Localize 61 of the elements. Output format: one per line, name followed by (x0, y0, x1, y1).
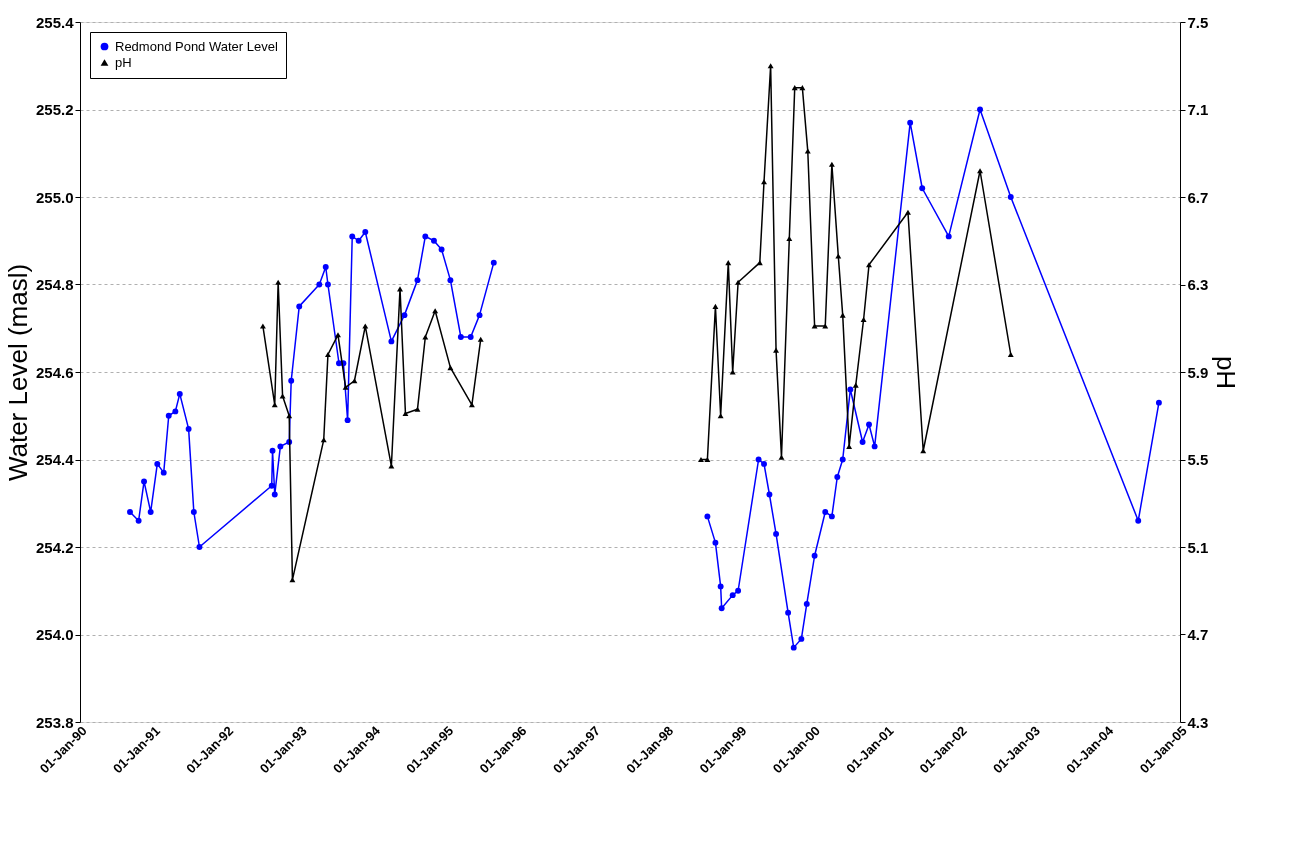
point (477, 336, 484, 342)
point (828, 161, 835, 167)
point (712, 303, 719, 309)
point (704, 456, 711, 463)
point (725, 260, 732, 266)
y2-tick-label: 7.1 (1187, 101, 1209, 118)
y2-tick-label: 4.3 (1187, 713, 1209, 731)
y-tick-label: 253.8 (35, 713, 74, 731)
point (422, 334, 429, 340)
point (920, 448, 927, 454)
y-tick-label: 254.8 (35, 276, 74, 293)
legend-label: pH (115, 54, 132, 70)
point (839, 312, 846, 318)
point (275, 279, 282, 285)
legend-label: Redmond Pond Water Level (115, 38, 278, 54)
point (447, 365, 454, 371)
point (773, 347, 780, 353)
point (811, 323, 818, 329)
y-tick-label: 254.6 (35, 363, 74, 381)
point (388, 463, 395, 469)
point (414, 406, 421, 412)
point (804, 148, 811, 154)
point (852, 382, 859, 388)
y2-tick-label: 5.9 (1187, 363, 1209, 381)
point (756, 260, 763, 266)
point (698, 456, 704, 463)
point (905, 209, 911, 215)
point (791, 85, 798, 91)
point (799, 85, 806, 91)
point (1007, 351, 1014, 358)
point (767, 63, 774, 69)
point (846, 443, 853, 449)
point (324, 351, 331, 358)
y2-tick-label: 6.7 (1187, 188, 1209, 206)
point (342, 384, 349, 390)
y-tick-label: 255.4 (35, 13, 75, 31)
y2-axis-title: pH (1211, 355, 1242, 390)
point (402, 411, 409, 417)
point (761, 179, 767, 185)
point (729, 369, 736, 375)
y2-tick-label: 7.5 (1187, 13, 1209, 31)
point (362, 323, 369, 329)
point (835, 253, 842, 259)
y-tick-label: 254.0 (35, 626, 74, 643)
y2-tick-label: 5.1 (1187, 538, 1209, 556)
y2-tick-label: 5.5 (1187, 451, 1209, 468)
point (717, 413, 724, 419)
y2-tick-label: 4.7 (1187, 626, 1209, 643)
y2-tick-label: 6.3 (1187, 276, 1209, 293)
y-axis-title: Water Level (masl) (2, 263, 33, 482)
point (822, 323, 829, 329)
point (778, 454, 785, 460)
point (735, 279, 742, 285)
point (286, 413, 293, 419)
y-tick-label: 254.4 (35, 451, 75, 468)
y-tick-label: 255.2 (35, 101, 74, 118)
point (279, 393, 286, 399)
point (259, 323, 266, 329)
y-tick-label: 254.2 (35, 538, 74, 556)
point (786, 236, 793, 242)
y-tick-label: 255.0 (35, 188, 74, 206)
